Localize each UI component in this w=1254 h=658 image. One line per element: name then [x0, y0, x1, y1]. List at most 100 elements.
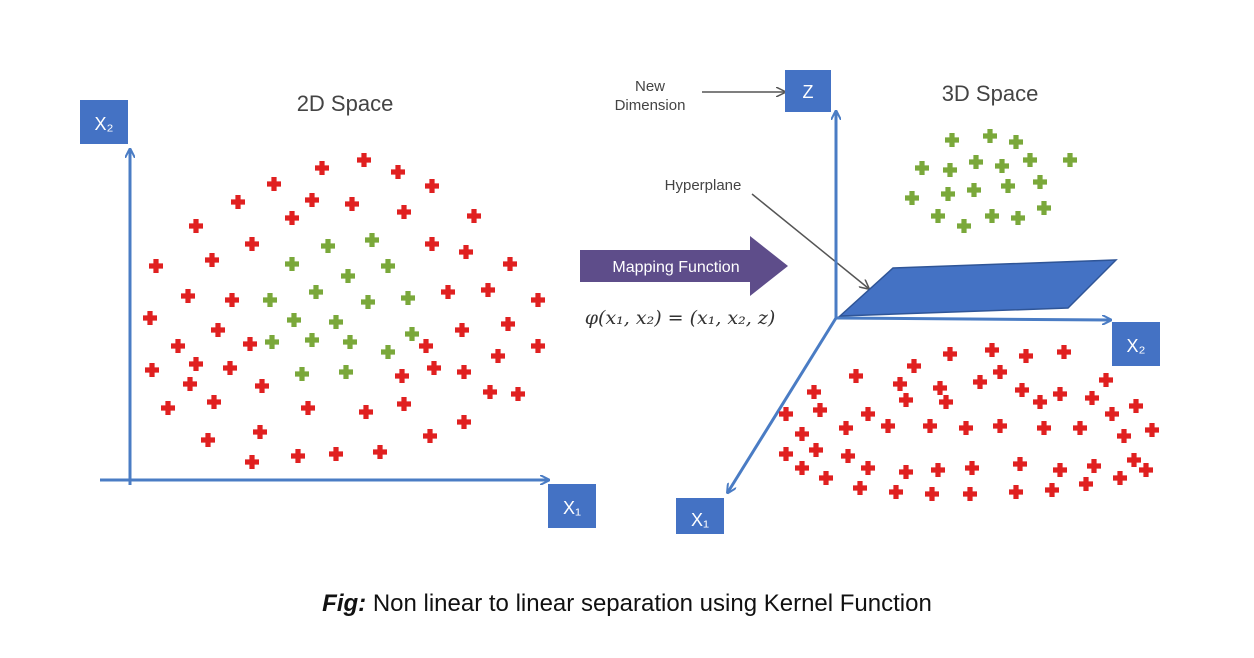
- red-class-marker: [1139, 463, 1153, 477]
- red-class-marker: [1129, 399, 1143, 413]
- green-class-marker: [341, 269, 355, 283]
- green-class-marker: [405, 327, 419, 341]
- red-class-marker: [881, 419, 896, 433]
- red-class-marker: [467, 209, 481, 223]
- red-class-marker: [889, 485, 904, 499]
- z-axis-box: Z: [785, 70, 831, 112]
- x2-axis-box-left: X₂: [80, 100, 128, 144]
- red-class-marker: [211, 323, 225, 337]
- red-class-marker: [813, 403, 828, 417]
- red-class-marker: [329, 447, 343, 461]
- red-class-marker: [183, 377, 197, 391]
- right-panel-title: 3D Space: [942, 81, 1039, 106]
- red-class-marker: [225, 293, 239, 307]
- green-class-marker: [941, 187, 956, 201]
- red-class-marker: [819, 471, 834, 485]
- red-class-marker: [245, 237, 259, 251]
- green-class-marker: [305, 333, 319, 347]
- red-class-marker: [1057, 345, 1071, 359]
- red-class-marker: [397, 397, 411, 411]
- green-class-marker: [995, 159, 1010, 173]
- red-class-marker: [531, 339, 546, 353]
- green-class-marker: [285, 257, 299, 271]
- red-class-marker: [1087, 459, 1101, 473]
- red-class-marker: [807, 385, 822, 399]
- green-class-marker: [329, 315, 343, 329]
- red-class-marker: [809, 443, 824, 457]
- green-class-marker: [1001, 179, 1016, 193]
- green-class-marker: [295, 367, 309, 381]
- red-class-marker: [1053, 463, 1067, 477]
- red-class-marker: [1033, 395, 1047, 409]
- red-class-marker: [457, 365, 471, 379]
- green-class-marker: [943, 163, 958, 177]
- right-points: [779, 129, 1159, 501]
- red-class-marker: [795, 461, 810, 475]
- red-class-marker: [205, 253, 219, 267]
- mapping-label: Mapping Function: [612, 259, 739, 276]
- red-class-marker: [1037, 421, 1051, 435]
- red-class-marker: [457, 415, 471, 429]
- right-panel: Z X₂ X₁ 3D Space: [676, 70, 1160, 534]
- red-class-marker: [893, 377, 908, 391]
- red-class-marker: [795, 427, 810, 441]
- red-class-marker: [899, 393, 914, 407]
- red-class-marker: [779, 447, 794, 461]
- red-class-marker: [181, 289, 195, 303]
- green-class-marker: [1010, 211, 1025, 225]
- red-class-marker: [501, 317, 515, 331]
- red-class-marker: [531, 293, 546, 307]
- red-class-marker: [925, 487, 940, 501]
- red-class-marker: [459, 245, 473, 259]
- red-class-marker: [161, 401, 175, 415]
- red-class-marker: [315, 161, 329, 175]
- red-class-marker: [223, 361, 237, 375]
- red-class-marker: [939, 395, 954, 409]
- caption-text: Non linear to linear separation using Ke…: [366, 590, 932, 617]
- green-class-marker: [967, 183, 982, 197]
- x2-axis-right: [835, 318, 1110, 320]
- green-class-marker: [983, 129, 998, 143]
- figure-caption: Fig: Non linear to linear separation usi…: [0, 590, 1254, 618]
- red-class-marker: [502, 257, 517, 271]
- green-class-marker: [1063, 153, 1077, 167]
- red-class-marker: [899, 465, 914, 479]
- red-class-marker: [1117, 429, 1131, 443]
- hyperplane-pointer: [751, 193, 868, 288]
- green-class-marker: [287, 313, 301, 327]
- left-panel-title: 2D Space: [297, 91, 394, 116]
- red-class-marker: [1018, 349, 1033, 363]
- red-class-marker: [1105, 407, 1119, 421]
- red-class-marker: [1113, 471, 1127, 485]
- red-class-marker: [491, 349, 505, 363]
- red-class-marker: [841, 449, 856, 463]
- red-class-marker: [255, 379, 269, 393]
- green-class-marker: [1037, 201, 1051, 215]
- red-class-marker: [305, 193, 319, 207]
- new-dimension-label-line1: New: [635, 78, 665, 95]
- red-class-marker: [933, 381, 948, 395]
- red-class-marker: [427, 361, 441, 375]
- green-class-marker: [339, 365, 353, 379]
- red-class-marker: [455, 323, 469, 337]
- green-class-marker: [957, 219, 972, 233]
- red-class-marker: [425, 179, 439, 193]
- green-class-marker: [361, 295, 375, 309]
- green-class-marker: [1023, 153, 1037, 167]
- red-class-marker: [963, 487, 978, 501]
- green-class-marker: [321, 239, 335, 253]
- red-class-marker: [423, 429, 437, 443]
- red-class-marker: [1099, 373, 1113, 387]
- mapping-arrow: Mapping Function: [580, 236, 788, 296]
- red-class-marker: [301, 401, 315, 415]
- red-class-marker: [419, 339, 433, 353]
- x2-axis-label-left: X₂: [95, 114, 114, 134]
- red-class-marker: [511, 387, 526, 401]
- green-class-marker: [343, 335, 357, 349]
- red-class-marker: [189, 219, 203, 233]
- red-class-marker: [267, 177, 281, 191]
- red-class-marker: [391, 165, 405, 179]
- x1-axis-label-left: X₁: [563, 498, 581, 518]
- red-class-marker: [779, 407, 794, 421]
- hyperplane-label: Hyperplane: [665, 177, 742, 194]
